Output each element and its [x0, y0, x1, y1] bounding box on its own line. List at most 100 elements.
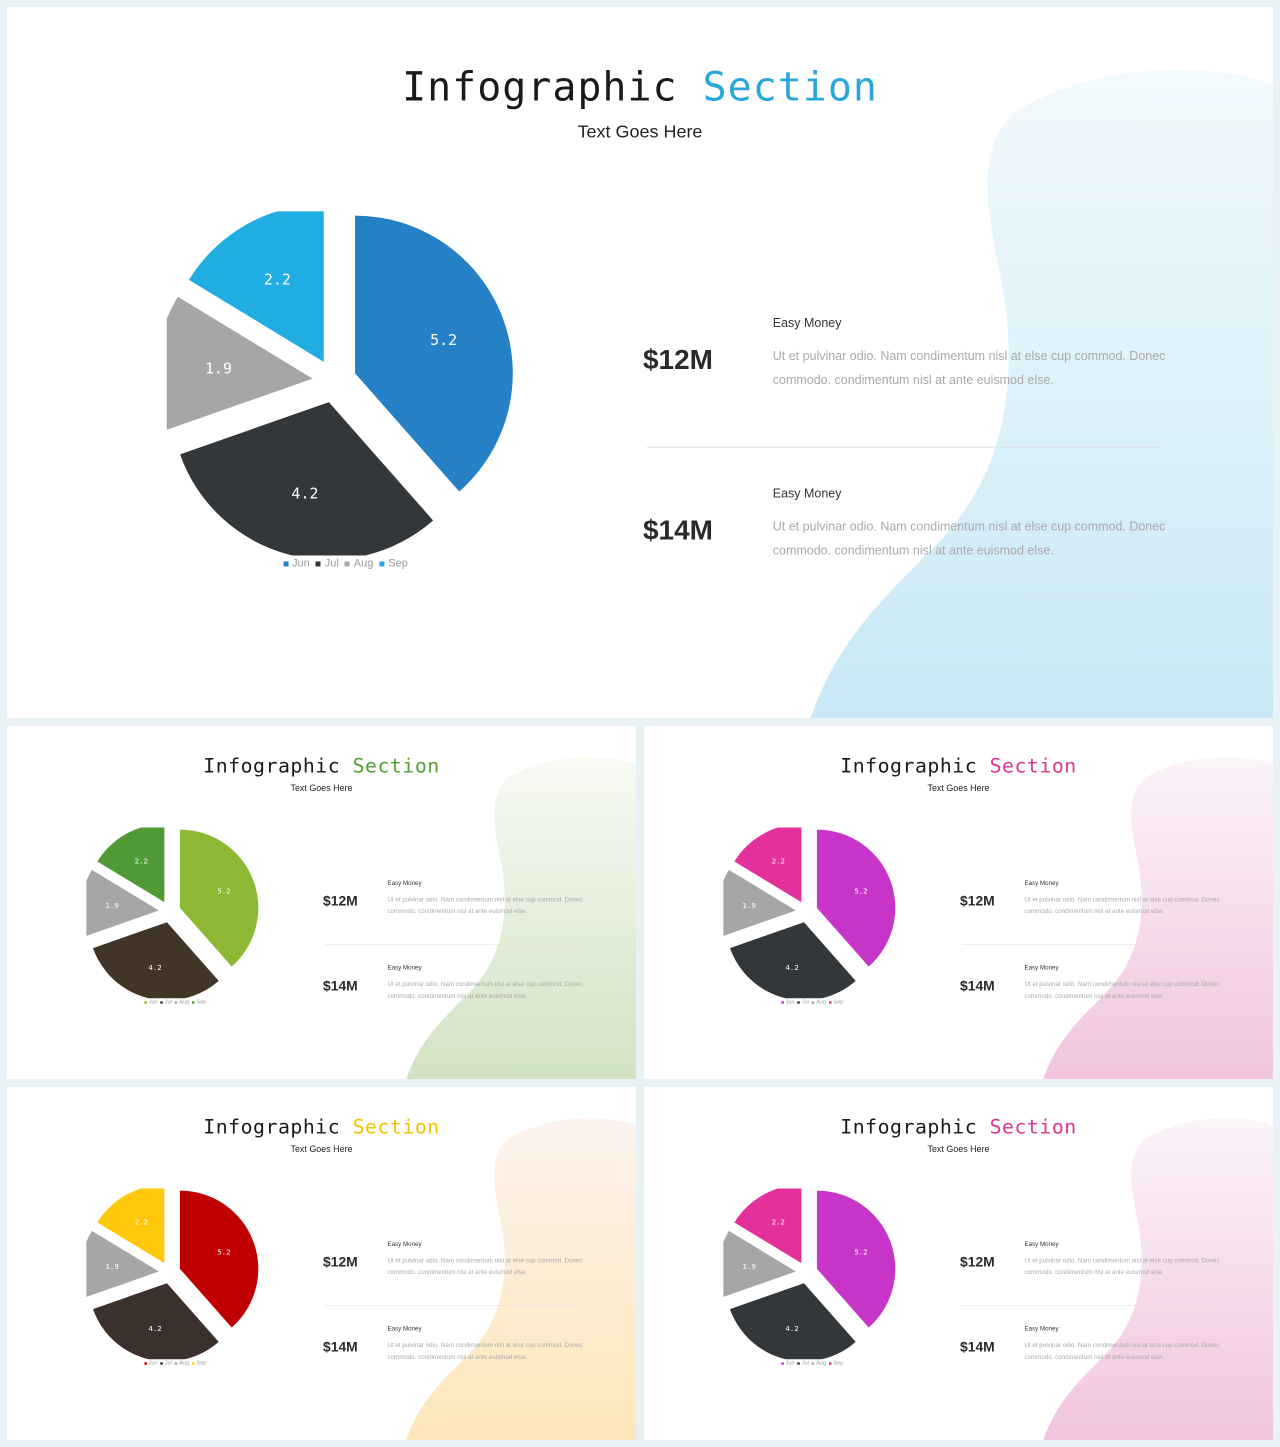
stat-heading: Easy Money [1024, 1240, 1059, 1248]
legend-item: Jul [797, 999, 809, 1006]
divider [646, 446, 1161, 448]
slide-title: Infographic Section [644, 755, 1273, 778]
stat-value: $12M [322, 1254, 358, 1270]
legend-label: Aug [816, 999, 827, 1006]
stat-heading: Easy Money [1024, 1325, 1059, 1333]
slide-thumbnail-4[interactable]: Infographic Section Text Goes Here 5.2 4.… [644, 1087, 1273, 1440]
legend-swatch [828, 1362, 832, 1365]
legend-label: Aug [179, 1360, 190, 1367]
pie-chart: 5.2 4.2 1.9 2.2 [723, 1188, 896, 1360]
legend-label: Aug [179, 999, 190, 1006]
legend-swatch [379, 561, 385, 567]
title-accent: Section [702, 64, 878, 111]
legend-item: Sep [191, 1360, 207, 1367]
legend-swatch [160, 1362, 163, 1365]
title-main: Infographic [840, 1115, 978, 1139]
slide-subtitle: Text Goes Here [577, 121, 703, 142]
pie-chart: 5.2 4.2 1.9 2.2 [723, 827, 896, 999]
background-wave [406, 1118, 636, 1440]
stat-heading: Easy Money [1024, 964, 1059, 972]
slide-title: Infographic Section [7, 755, 636, 778]
legend-label: Sep [196, 1360, 207, 1367]
stat-value: $14M [959, 978, 995, 994]
title-accent: Section [352, 754, 440, 778]
title-main: Infographic [203, 1115, 341, 1139]
slide-thumbnail-3[interactable]: Infographic Section Text Goes Here 5.2 4.… [7, 1087, 636, 1440]
slide-subtitle: Text Goes Here [927, 782, 990, 793]
pie-data-label: 2.2 [135, 1218, 148, 1227]
legend-swatch [781, 1362, 784, 1365]
slide-thumbnail-2[interactable]: Infographic Section Text Goes Here 5.2 4.… [644, 726, 1273, 1079]
pie-chart: 5.2 4.2 1.9 2.2 [86, 1188, 259, 1360]
pie-data-label: 1.9 [205, 360, 232, 378]
pie-data-label: 4.2 [148, 1324, 161, 1333]
pie-slice-aug [723, 1230, 796, 1297]
background-wave [810, 69, 1273, 718]
pie-data-label: 4.2 [785, 963, 798, 972]
stat-value: $14M [322, 1339, 358, 1355]
slide-subtitle: Text Goes Here [290, 782, 353, 793]
pie-slice-jul [729, 922, 856, 999]
slide-title: Infographic Section [644, 1116, 1273, 1139]
legend-swatch [811, 1001, 815, 1004]
legend-swatch [174, 1001, 178, 1004]
pie-data-label: 2.2 [772, 857, 785, 866]
slide-thumbnail-1[interactable]: Infographic Section Text Goes Here 5.2 4.… [7, 726, 636, 1079]
legend-label: Sep [196, 999, 207, 1006]
pie-data-label: 4.2 [785, 1324, 798, 1333]
legend-item: Aug [811, 999, 827, 1006]
pie-chart: 5.2 4.2 1.9 2.2 [86, 827, 259, 999]
pie-slice-sep [97, 1188, 165, 1264]
stat-value: $12M [642, 344, 713, 375]
legend-label: Jul [801, 999, 809, 1006]
legend-swatch [191, 1001, 195, 1004]
title-accent: Section [989, 754, 1077, 778]
stat-block: $14M Easy Money Ut et pulvinar odio. Nam… [323, 1325, 591, 1389]
title-main: Infographic [840, 754, 978, 778]
legend-swatch [811, 1362, 815, 1365]
title-main: Infographic [203, 754, 341, 778]
stat-description: Ut et pulvinar odio. Nam condimentum nis… [387, 1256, 583, 1276]
stat-description: Ut et pulvinar odio. Nam condimentum nis… [387, 895, 583, 915]
slide-title: Infographic Section [7, 1116, 636, 1139]
legend-item: Jun [781, 1360, 794, 1366]
pie-chart: 5.2 4.2 1.9 2.2 [166, 211, 513, 556]
stat-block: $12M Easy Money Ut et pulvinar odio. Nam… [960, 1240, 1228, 1304]
stat-value: $12M [959, 893, 995, 909]
legend-item: Jun [283, 557, 310, 569]
legend-item: Jul [160, 1360, 172, 1366]
legend-label: Jun [292, 557, 310, 570]
stat-description: Ut et pulvinar odio. Nam condimentum nis… [772, 349, 1166, 387]
legend-swatch [315, 561, 321, 567]
chart-legend: Jun Jul Aug Sep [644, 1360, 980, 1366]
legend-swatch [283, 561, 289, 567]
stat-block: $14M Easy Money Ut et pulvinar odio. Nam… [960, 964, 1228, 1028]
slide-subtitle: Text Goes Here [927, 1143, 990, 1154]
stat-value: $14M [642, 514, 713, 546]
slide-title: Infographic Section [7, 65, 1273, 111]
legend-item: Jul [797, 1360, 809, 1366]
legend-item: Sep [828, 999, 843, 1005]
slide-main[interactable]: Infographic Section Text Goes Here 5.2 4.… [7, 7, 1273, 718]
pie-data-label: 5.2 [217, 1248, 230, 1257]
legend-label: Aug [816, 1360, 827, 1367]
stat-description: Ut et pulvinar odio. Nam condimentum nis… [772, 519, 1166, 558]
stat-description: Ut et pulvinar odio. Nam condimentum nis… [1024, 1341, 1220, 1361]
legend-swatch [797, 1001, 800, 1004]
legend-swatch [797, 1362, 800, 1365]
stat-block: $12M Easy Money Ut et pulvinar odio. Nam… [323, 1240, 591, 1304]
legend-item: Aug [174, 999, 190, 1006]
pie-slice-jun [355, 215, 513, 492]
background-wave [1043, 757, 1273, 1079]
pie-data-label: 2.2 [772, 1218, 785, 1227]
stat-value: $14M [322, 978, 358, 994]
stat-heading: Easy Money [387, 1325, 422, 1333]
chart-legend: Jun Jul Aug Sep [7, 1360, 343, 1366]
pie-slice-aug [86, 1230, 159, 1297]
pie-slice-jun [816, 1190, 896, 1328]
chart-legend: Jun Jul Aug Sep [7, 557, 684, 569]
pie-data-label: 4.2 [291, 485, 318, 503]
legend-swatch [828, 1001, 832, 1004]
legend-item: Jun [781, 999, 794, 1005]
chart-legend: Jun Jul Aug Sep [644, 999, 980, 1005]
